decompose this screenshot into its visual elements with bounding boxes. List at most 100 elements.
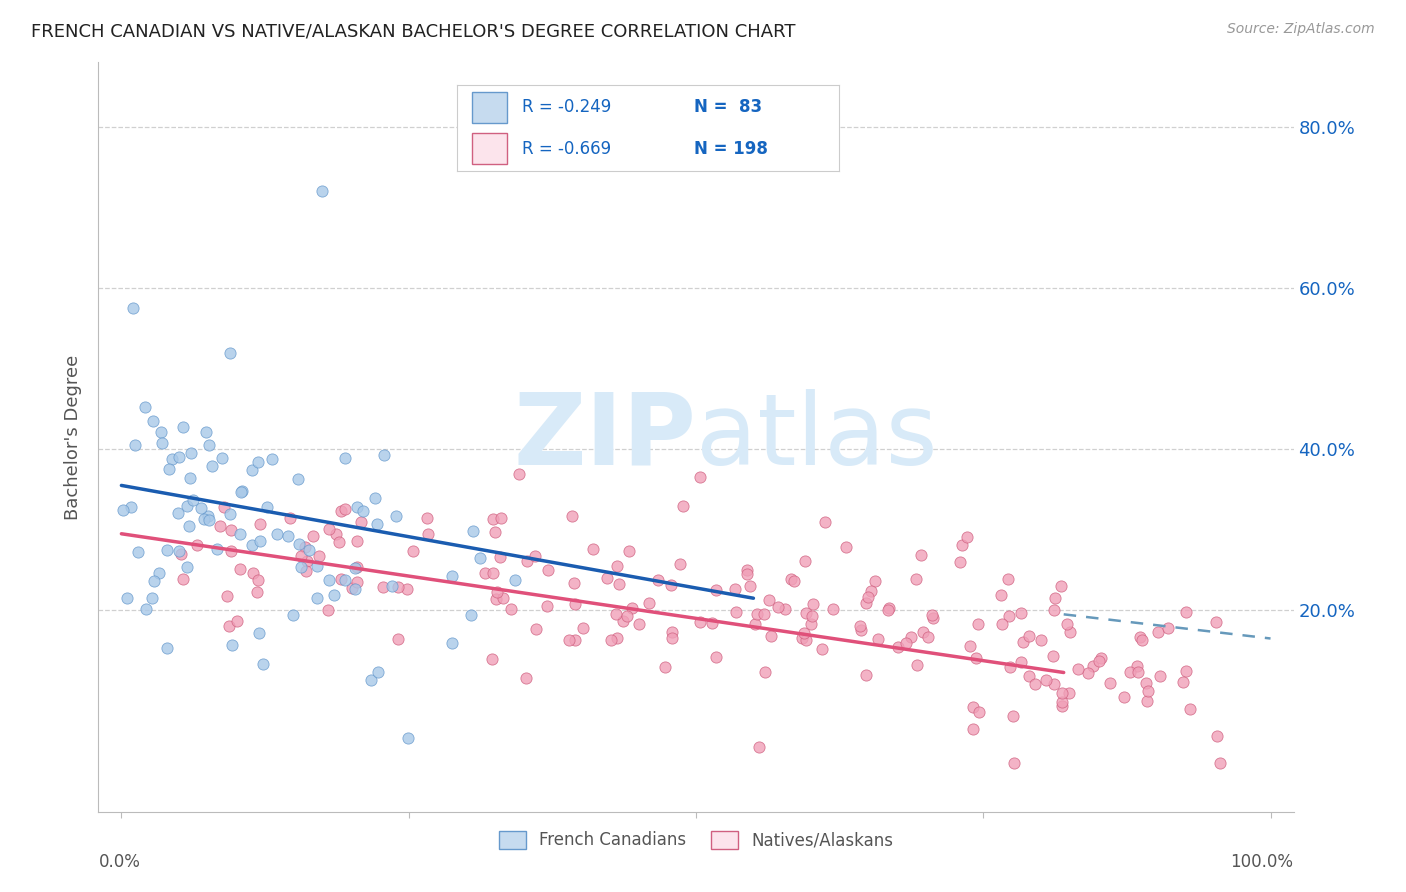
Point: [606, 558, 628, 573]
Point: [311, 185, 333, 199]
Point: [219, 523, 242, 537]
Point: [172, 572, 194, 586]
Point: [468, 550, 491, 565]
Point: [229, 527, 252, 541]
Point: [260, 451, 283, 466]
Point: [142, 414, 165, 428]
Point: [758, 593, 780, 607]
Point: [156, 640, 179, 655]
Point: [965, 651, 987, 665]
Point: [607, 577, 630, 591]
Point: [1042, 648, 1064, 663]
Point: [669, 558, 692, 572]
Point: [794, 553, 817, 567]
Point: [367, 665, 389, 680]
Point: [1012, 635, 1035, 649]
Point: [744, 616, 766, 631]
Point: [481, 651, 503, 665]
Point: [482, 512, 505, 526]
Point: [219, 346, 242, 360]
Point: [1057, 686, 1080, 700]
Point: [318, 573, 340, 587]
Point: [1149, 669, 1171, 683]
Point: [246, 455, 269, 469]
Point: [524, 622, 547, 636]
Point: [349, 515, 371, 529]
Point: [766, 599, 789, 614]
Point: [198, 513, 221, 527]
Point: [689, 615, 711, 629]
Point: [1137, 684, 1160, 698]
Point: [333, 450, 356, 465]
Point: [1052, 694, 1074, 708]
Point: [167, 506, 190, 520]
Point: [396, 731, 419, 746]
Point: [308, 549, 330, 564]
Point: [485, 591, 508, 606]
Point: [366, 516, 388, 531]
Point: [1049, 579, 1071, 593]
Point: [1035, 673, 1057, 687]
Point: [290, 560, 312, 574]
Point: [148, 566, 170, 580]
Point: [1130, 632, 1153, 647]
Point: [1128, 665, 1150, 679]
Point: [967, 705, 990, 719]
Y-axis label: Bachelor's Degree: Bachelor's Degree: [65, 354, 83, 520]
Point: [990, 588, 1012, 602]
Point: [1077, 665, 1099, 680]
Point: [537, 563, 560, 577]
Point: [198, 438, 221, 452]
Point: [1059, 625, 1081, 640]
Point: [288, 537, 311, 551]
Point: [343, 560, 366, 574]
Point: [1135, 675, 1157, 690]
Point: [186, 538, 208, 552]
Point: [773, 601, 796, 615]
Point: [249, 534, 271, 549]
Point: [950, 538, 973, 552]
Point: [856, 591, 879, 605]
Point: [955, 530, 977, 544]
Point: [997, 609, 1019, 624]
Point: [396, 582, 419, 596]
Point: [294, 540, 316, 554]
Point: [346, 559, 368, 574]
Point: [346, 575, 368, 590]
Point: [654, 660, 676, 674]
Point: [793, 625, 815, 640]
Point: [482, 566, 505, 580]
Point: [346, 533, 368, 548]
Point: [112, 502, 135, 516]
Point: [501, 601, 523, 615]
Point: [745, 607, 768, 621]
Point: [246, 585, 269, 599]
Point: [704, 650, 727, 665]
Point: [167, 543, 190, 558]
Point: [997, 572, 1019, 586]
Point: [180, 446, 202, 460]
Point: [360, 673, 382, 687]
Point: [115, 591, 138, 606]
Point: [384, 509, 406, 524]
Point: [127, 545, 149, 559]
Point: [855, 596, 877, 610]
Point: [823, 601, 845, 615]
Legend: French Canadians, Natives/Alaskans: French Canadians, Natives/Alaskans: [492, 824, 900, 855]
Point: [1178, 702, 1201, 716]
Point: [752, 607, 775, 621]
Point: [346, 500, 368, 514]
Point: [218, 619, 240, 633]
Point: [1209, 756, 1232, 771]
Point: [333, 573, 356, 587]
Point: [121, 301, 143, 315]
Point: [536, 599, 558, 613]
Point: [181, 493, 204, 508]
Text: FRENCH CANADIAN VS NATIVE/ALASKAN BACHELOR'S DEGREE CORRELATION CHART: FRENCH CANADIAN VS NATIVE/ALASKAN BACHEL…: [31, 22, 796, 40]
Point: [564, 597, 586, 611]
Point: [1087, 654, 1109, 668]
Point: [387, 632, 409, 646]
Point: [912, 625, 935, 640]
Point: [855, 668, 877, 682]
Point: [627, 617, 650, 632]
